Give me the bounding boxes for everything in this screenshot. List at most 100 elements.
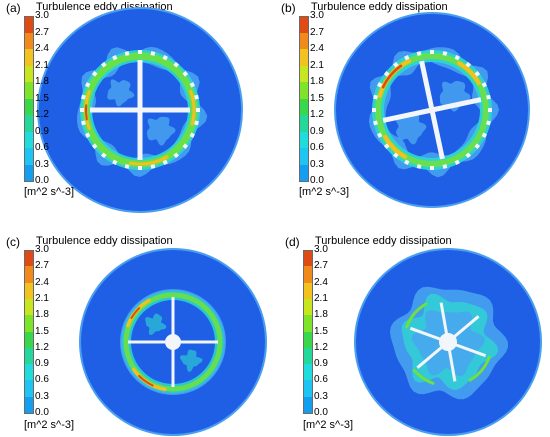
panel-b: (b) Turbulence eddy dissipation 3.0 2.7 2.… bbox=[275, 0, 550, 218]
stator-tooth bbox=[372, 108, 376, 112]
colorbar-tick-label: 1.8 bbox=[310, 76, 324, 87]
colorbar-tick-label: 2.4 bbox=[314, 276, 328, 288]
colorbar-segment bbox=[24, 16, 33, 33]
stator-tooth bbox=[81, 94, 86, 100]
stator-tooth bbox=[138, 50, 142, 54]
stator-tooth bbox=[416, 51, 422, 56]
stator-tooth bbox=[383, 70, 390, 77]
colorbar-segment bbox=[24, 380, 33, 398]
peak-dissipation-spot bbox=[129, 155, 169, 166]
colorbar-tick-label: 2.4 bbox=[310, 43, 324, 54]
colorbar-tick-label: 3.0 bbox=[314, 244, 328, 255]
colorbar-tick-label: 2.1 bbox=[35, 59, 49, 71]
stator-tooth bbox=[481, 132, 487, 138]
stator-tooth bbox=[377, 82, 383, 88]
colorbar-tick-label: 2.7 bbox=[35, 26, 49, 38]
colorbar-frame bbox=[24, 250, 34, 414]
colorbar-tick-label: 0.6 bbox=[35, 142, 49, 153]
stator-tooth bbox=[373, 94, 378, 100]
stator-tooth bbox=[81, 120, 86, 126]
stator-tooth bbox=[454, 55, 460, 61]
colorbar-segment bbox=[24, 396, 33, 414]
colorbar-title: Turbulence eddy dissipation bbox=[311, 1, 448, 13]
stator-tooth bbox=[112, 159, 118, 165]
colorbar-segment bbox=[299, 82, 308, 99]
high-dissipation-spot bbox=[412, 368, 435, 385]
stator-tooth bbox=[442, 164, 448, 169]
colorbar-tick-label: 2.4 bbox=[35, 43, 49, 54]
stator-tooth bbox=[196, 108, 200, 112]
colorbar-segment bbox=[299, 115, 308, 132]
colorbar-tick-label: 0.9 bbox=[310, 125, 324, 137]
panel-label: (c) bbox=[6, 235, 20, 249]
stator-tooth bbox=[465, 152, 472, 159]
colorbar-segment bbox=[24, 164, 33, 182]
colorbar-segment bbox=[24, 49, 33, 66]
colorbar-tick-label: 1.2 bbox=[35, 341, 49, 353]
colorbar-unit: [m^2 s^-3] bbox=[299, 186, 350, 198]
impeller-blade bbox=[431, 97, 482, 113]
stator-tooth bbox=[91, 70, 98, 77]
shaft-hub bbox=[439, 333, 457, 351]
peak-dissipation-spot bbox=[189, 90, 196, 126]
stator-tooth bbox=[124, 164, 130, 169]
colorbar-tick-label: 1.2 bbox=[35, 109, 49, 120]
colorbar-segment bbox=[24, 331, 33, 349]
colorbar-segment bbox=[299, 49, 308, 66]
panel-a: (a) Turbulence eddy dissipation 3.0 2.7 2.… bbox=[0, 0, 275, 218]
colorbar: 3.0 2.7 2.4 2.1 1.8 1.5 1.2 0.9 0.6 0.3 0.0 bbox=[299, 10, 324, 186]
colorbar-frame bbox=[24, 16, 34, 182]
colorbar-tick-label: 3.0 bbox=[35, 10, 49, 21]
colorbar-segment bbox=[24, 282, 33, 300]
low-dissipation-band bbox=[120, 289, 226, 395]
stator-tooth bbox=[100, 152, 107, 159]
hotspot bbox=[381, 64, 403, 89]
colorbar-tick-label: 0.6 bbox=[310, 142, 324, 153]
stator-tooth bbox=[194, 94, 199, 100]
stator-tooth bbox=[377, 132, 383, 138]
colorbar-segment bbox=[24, 98, 33, 116]
stator-tooth bbox=[416, 164, 422, 169]
colorbar-tick-label: 2.7 bbox=[35, 260, 49, 272]
colorbar-title: Turbulence eddy dissipation bbox=[315, 235, 452, 247]
colorbar: 3.0 2.7 2.4 2.1 1.8 1.5 1.2 0.9 0.6 0.3 0.0 bbox=[24, 10, 49, 186]
colorbar-tick-label: 0.6 bbox=[314, 374, 328, 386]
colorbar-segment bbox=[24, 148, 33, 165]
colorbar-tick-label: 2.4 bbox=[35, 276, 49, 288]
colorbar-tick-label: 1.5 bbox=[35, 92, 49, 104]
colorbar-tick-label: 0.6 bbox=[35, 374, 49, 386]
stator-tooth bbox=[124, 51, 130, 56]
colorbar-tick-label: 0.3 bbox=[314, 390, 328, 402]
colorbar-title: Turbulence eddy dissipation bbox=[36, 235, 173, 247]
colorbar-tick-label: 0.3 bbox=[35, 390, 49, 402]
stator-tooth bbox=[488, 108, 492, 112]
colorbar-segment bbox=[24, 82, 33, 99]
colorbar-frame bbox=[299, 16, 309, 182]
hotspot bbox=[130, 307, 141, 319]
panel-label: (a) bbox=[6, 1, 21, 15]
stator-tooth bbox=[182, 143, 189, 150]
colorbar-segment bbox=[24, 32, 33, 50]
stator-tooth bbox=[474, 70, 481, 77]
colorbar-tick-label: 0.0 bbox=[35, 175, 49, 186]
stator-tooth bbox=[162, 55, 168, 61]
stator-tooth bbox=[392, 152, 399, 159]
colorbar: 3.0 2.7 2.4 2.1 1.8 1.5 1.2 0.9 0.6 0.3 0.0 bbox=[24, 244, 49, 418]
stator-tooth bbox=[189, 132, 195, 138]
colorbar-tick-label: 0.9 bbox=[35, 358, 49, 370]
colorbar-segment bbox=[303, 282, 312, 300]
colorbar-segment bbox=[303, 331, 312, 349]
colorbar-tick-label: 0.9 bbox=[35, 125, 49, 137]
colorbar-tick-label: 3.0 bbox=[310, 10, 324, 21]
high-dissipation-band bbox=[123, 292, 223, 392]
hotspot bbox=[138, 374, 154, 387]
colorbar-segment bbox=[24, 298, 33, 316]
colorbar-segment bbox=[299, 32, 308, 50]
panel-c: (c) Turbulence eddy dissipation 3.0 2.7 2.… bbox=[0, 218, 275, 436]
colorbar-tick-label: 2.7 bbox=[310, 26, 324, 38]
stator-tooth bbox=[182, 70, 189, 77]
colorbar-tick-label: 0.0 bbox=[310, 175, 324, 186]
colorbar-frame bbox=[303, 250, 313, 414]
colorbar-segment bbox=[24, 250, 33, 267]
colorbar-segment bbox=[24, 266, 33, 284]
